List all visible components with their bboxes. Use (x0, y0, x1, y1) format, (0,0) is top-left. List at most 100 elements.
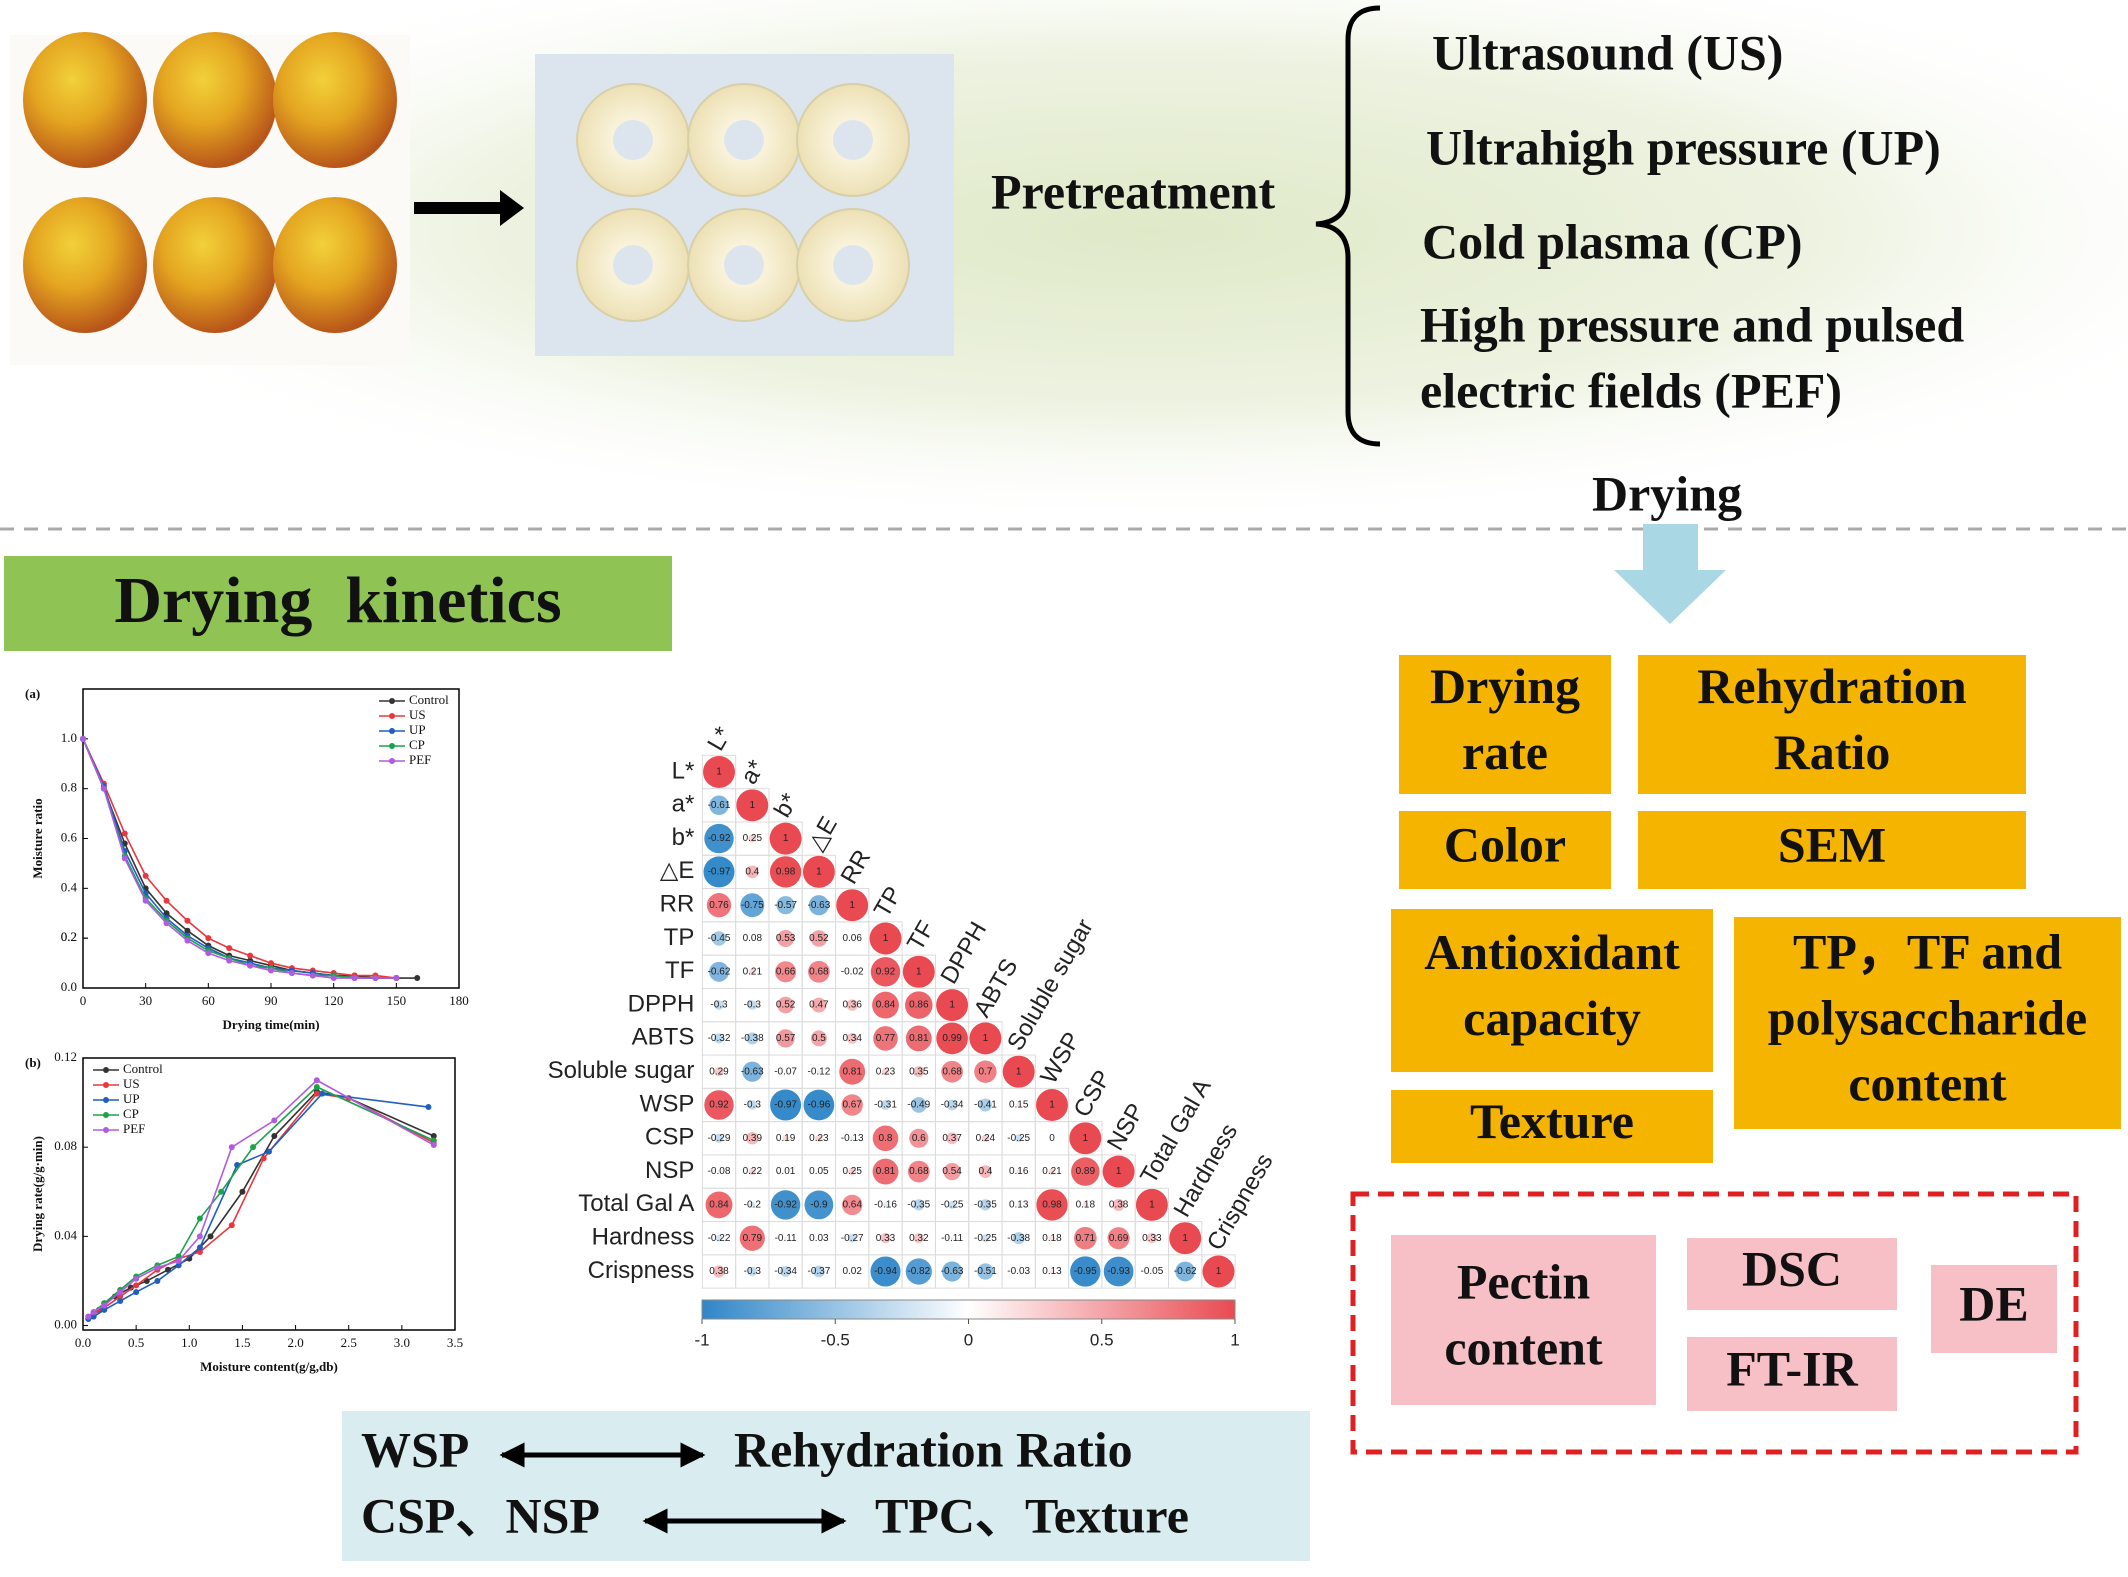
cell-value: 0.24 (976, 1133, 996, 1144)
data-point (313, 1090, 320, 1097)
correlation-circle (705, 1191, 733, 1219)
correlation-circle (941, 1060, 963, 1083)
panel-label: (a) (25, 686, 40, 701)
data-point (184, 927, 191, 934)
data-point (196, 1244, 203, 1251)
cell-value: -0.82 (907, 1266, 930, 1277)
data-point (117, 1298, 124, 1305)
correlation-circle (946, 1099, 958, 1111)
cell-value: -0.75 (741, 900, 764, 911)
cell-value: 0.84 (709, 1200, 729, 1211)
kinetics-title: Drying kinetics (114, 564, 561, 637)
column-label: ABTS (969, 954, 1024, 1022)
y-tick-label: 0.04 (54, 1227, 77, 1242)
cell-value: 0.7 (978, 1066, 992, 1077)
result-box (1734, 917, 2121, 1129)
slice-hole (613, 245, 653, 285)
correlation-circle (1112, 1198, 1125, 1211)
legend-label: PEF (123, 1121, 145, 1136)
correlation-circle (1151, 1270, 1153, 1273)
drying-arrow (1614, 524, 1726, 624)
correlation-circle (709, 961, 729, 982)
cell-value: -0.95 (1074, 1266, 1097, 1277)
cell-value: -0.38 (741, 1033, 764, 1044)
data-point (184, 937, 191, 944)
x-tick-label: 0 (80, 993, 87, 1008)
plot-frame (82, 1057, 456, 1331)
slice-hole (724, 120, 764, 160)
cell-value: 1 (983, 1033, 989, 1044)
legend-label: UP (409, 722, 426, 737)
correlation-circle (946, 1132, 959, 1145)
correlation-circle (872, 1158, 899, 1185)
cell-value: 0.01 (776, 1166, 796, 1177)
correlation-circle (979, 1165, 992, 1178)
correlation-circle (808, 895, 829, 916)
y-tick-label: 0.8 (61, 780, 77, 795)
data-point (142, 872, 149, 879)
cell-value: -0.49 (907, 1100, 930, 1111)
x-tick-label: 1.5 (234, 1335, 250, 1350)
column-label: CSP (1069, 1066, 1117, 1122)
correlation-circle (942, 1261, 963, 1282)
data-point (228, 1222, 235, 1229)
cell-value: -0.31 (874, 1100, 897, 1111)
cell-value: 0.66 (776, 966, 796, 977)
correlation-circle (936, 989, 969, 1022)
data-point (250, 1144, 257, 1151)
correlation-circle (1012, 1232, 1025, 1245)
slice-group (576, 83, 910, 322)
legend-label: CP (123, 1106, 139, 1121)
correlation-circle (846, 999, 858, 1011)
correlation-circle (713, 1033, 725, 1044)
correlation-circle (936, 1022, 968, 1055)
correlation-circle (977, 1263, 994, 1280)
kinetics-banner (4, 556, 672, 651)
cell-value: 0.92 (876, 966, 896, 977)
cell-value: -0.11 (941, 1233, 963, 1244)
row-label: Hardness (592, 1224, 695, 1251)
legend-marker (103, 1097, 109, 1103)
cell-value: 0.02 (842, 1266, 862, 1277)
correlation-circle (740, 893, 765, 918)
cell-value: 0.23 (876, 1066, 896, 1077)
correlation-circle (910, 1097, 927, 1113)
correlation-circle (780, 1266, 792, 1277)
cell-value: -0.51 (974, 1266, 997, 1277)
relation-left: WSP (361, 1421, 469, 1477)
data-point (247, 952, 254, 959)
cell-value: 0.81 (909, 1033, 929, 1044)
correlation-circle (751, 937, 754, 940)
analysis-frame (1350, 1191, 2079, 1455)
legend-marker (103, 1082, 109, 1088)
legend-label: Control (123, 1061, 163, 1076)
data-point (268, 960, 274, 967)
result-label: SEM (1778, 816, 1886, 872)
correlation-circle (981, 1234, 990, 1243)
correlation-circle (777, 930, 795, 947)
correlation-circle (873, 1026, 898, 1051)
method: High pressure and pulsed (1420, 296, 1964, 352)
panel-label: (b) (25, 1055, 41, 1070)
correlation-circle (1049, 1269, 1055, 1274)
cell-value: 0.06 (842, 933, 862, 944)
legend-label: PEF (409, 752, 431, 767)
data-point (207, 1233, 214, 1240)
method: electric fields (PEF) (1420, 362, 1842, 418)
data-point (205, 935, 212, 942)
correlation-circle (1202, 1255, 1235, 1288)
cell-value: 0.52 (776, 1000, 796, 1011)
y-tick-label: 0.2 (61, 929, 77, 944)
data-point (101, 1302, 108, 1309)
row-label: TF (665, 957, 694, 984)
correlation-circle (872, 1125, 899, 1152)
data-point (266, 1148, 272, 1155)
y-tick-label: 0.4 (61, 879, 78, 894)
result-box (1399, 811, 1611, 889)
correlation-circle (769, 822, 802, 855)
data-point (175, 1253, 182, 1260)
cell-value: 1 (783, 833, 789, 844)
cell-value: 0.22 (743, 1166, 763, 1177)
legend-marker (103, 1067, 109, 1073)
correlation-circle (746, 1032, 759, 1045)
